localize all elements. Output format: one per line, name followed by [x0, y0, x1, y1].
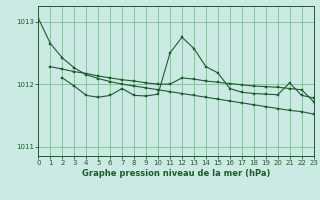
X-axis label: Graphe pression niveau de la mer (hPa): Graphe pression niveau de la mer (hPa): [82, 169, 270, 178]
